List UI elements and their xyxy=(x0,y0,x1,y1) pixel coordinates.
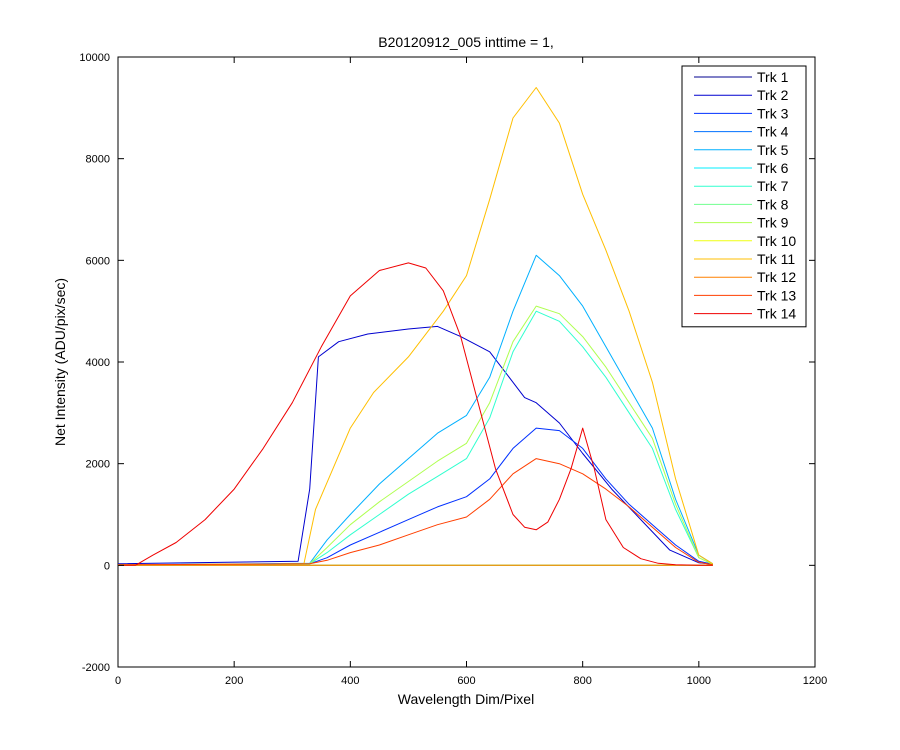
x-tick-label: 400 xyxy=(341,675,359,687)
y-axis-label: Net Intensity (ADU/pix/sec) xyxy=(52,278,68,446)
x-tick-label: 600 xyxy=(457,675,475,687)
series-line-trk-9 xyxy=(117,305,714,566)
chart-title: B20120912_005 inttime = 1, xyxy=(378,34,554,50)
x-tick-label: 200 xyxy=(225,675,243,687)
series-line-trk-13 xyxy=(117,458,713,566)
series-layer xyxy=(117,87,714,566)
y-tick-label: 10000 xyxy=(79,52,110,64)
legend-label: Trk 5 xyxy=(757,142,789,158)
legend-label: Trk 7 xyxy=(757,178,789,194)
series-line-trk-14 xyxy=(118,262,713,566)
legend-label: Trk 3 xyxy=(757,105,789,121)
x-tick-label: 1200 xyxy=(803,675,827,687)
series-line-trk-2 xyxy=(117,325,713,565)
y-tick-label: 4000 xyxy=(86,357,110,369)
legend-label: Trk 14 xyxy=(757,306,796,322)
y-tick-label: 0 xyxy=(104,560,110,572)
ticks-layer: 0 200 400 600 800 1000 1200 -2000 0 2000 4000 6000 8… xyxy=(79,52,827,687)
legend-box xyxy=(681,65,807,328)
legend-label: Trk 13 xyxy=(757,287,796,303)
series-line-trk-7 xyxy=(117,310,714,566)
y-tick-label: 6000 xyxy=(86,255,110,267)
legend-label: Trk 10 xyxy=(757,233,796,249)
legend-label: Trk 11 xyxy=(757,251,795,267)
legend-label: Trk 2 xyxy=(757,87,789,103)
x-tick-label: 800 xyxy=(573,675,591,687)
legend: Trk 1 Trk 2 Trk 3 Trk 4 Trk 5 Trk 6 Trk 7 Trk 8… xyxy=(681,65,807,328)
series-line-trk-5 xyxy=(117,254,714,566)
x-tick-label: 1000 xyxy=(687,675,711,687)
series-line-trk-11 xyxy=(117,87,714,566)
legend-label: Trk 1 xyxy=(757,69,789,85)
y-tick-label: 8000 xyxy=(86,154,110,166)
y-tick-label: 2000 xyxy=(86,459,110,471)
legend-label: Trk 9 xyxy=(757,215,789,231)
x-tick-label: 0 xyxy=(115,675,121,687)
series-line-trk-3 xyxy=(117,427,713,566)
y-tick-label: -2000 xyxy=(82,662,110,674)
legend-label: Trk 6 xyxy=(757,160,789,176)
legend-label: Trk 4 xyxy=(757,124,789,140)
x-axis-label: Wavelength Dim/Pixel xyxy=(398,691,534,707)
legend-label: Trk 12 xyxy=(757,269,796,285)
legend-label: Trk 8 xyxy=(757,196,789,212)
